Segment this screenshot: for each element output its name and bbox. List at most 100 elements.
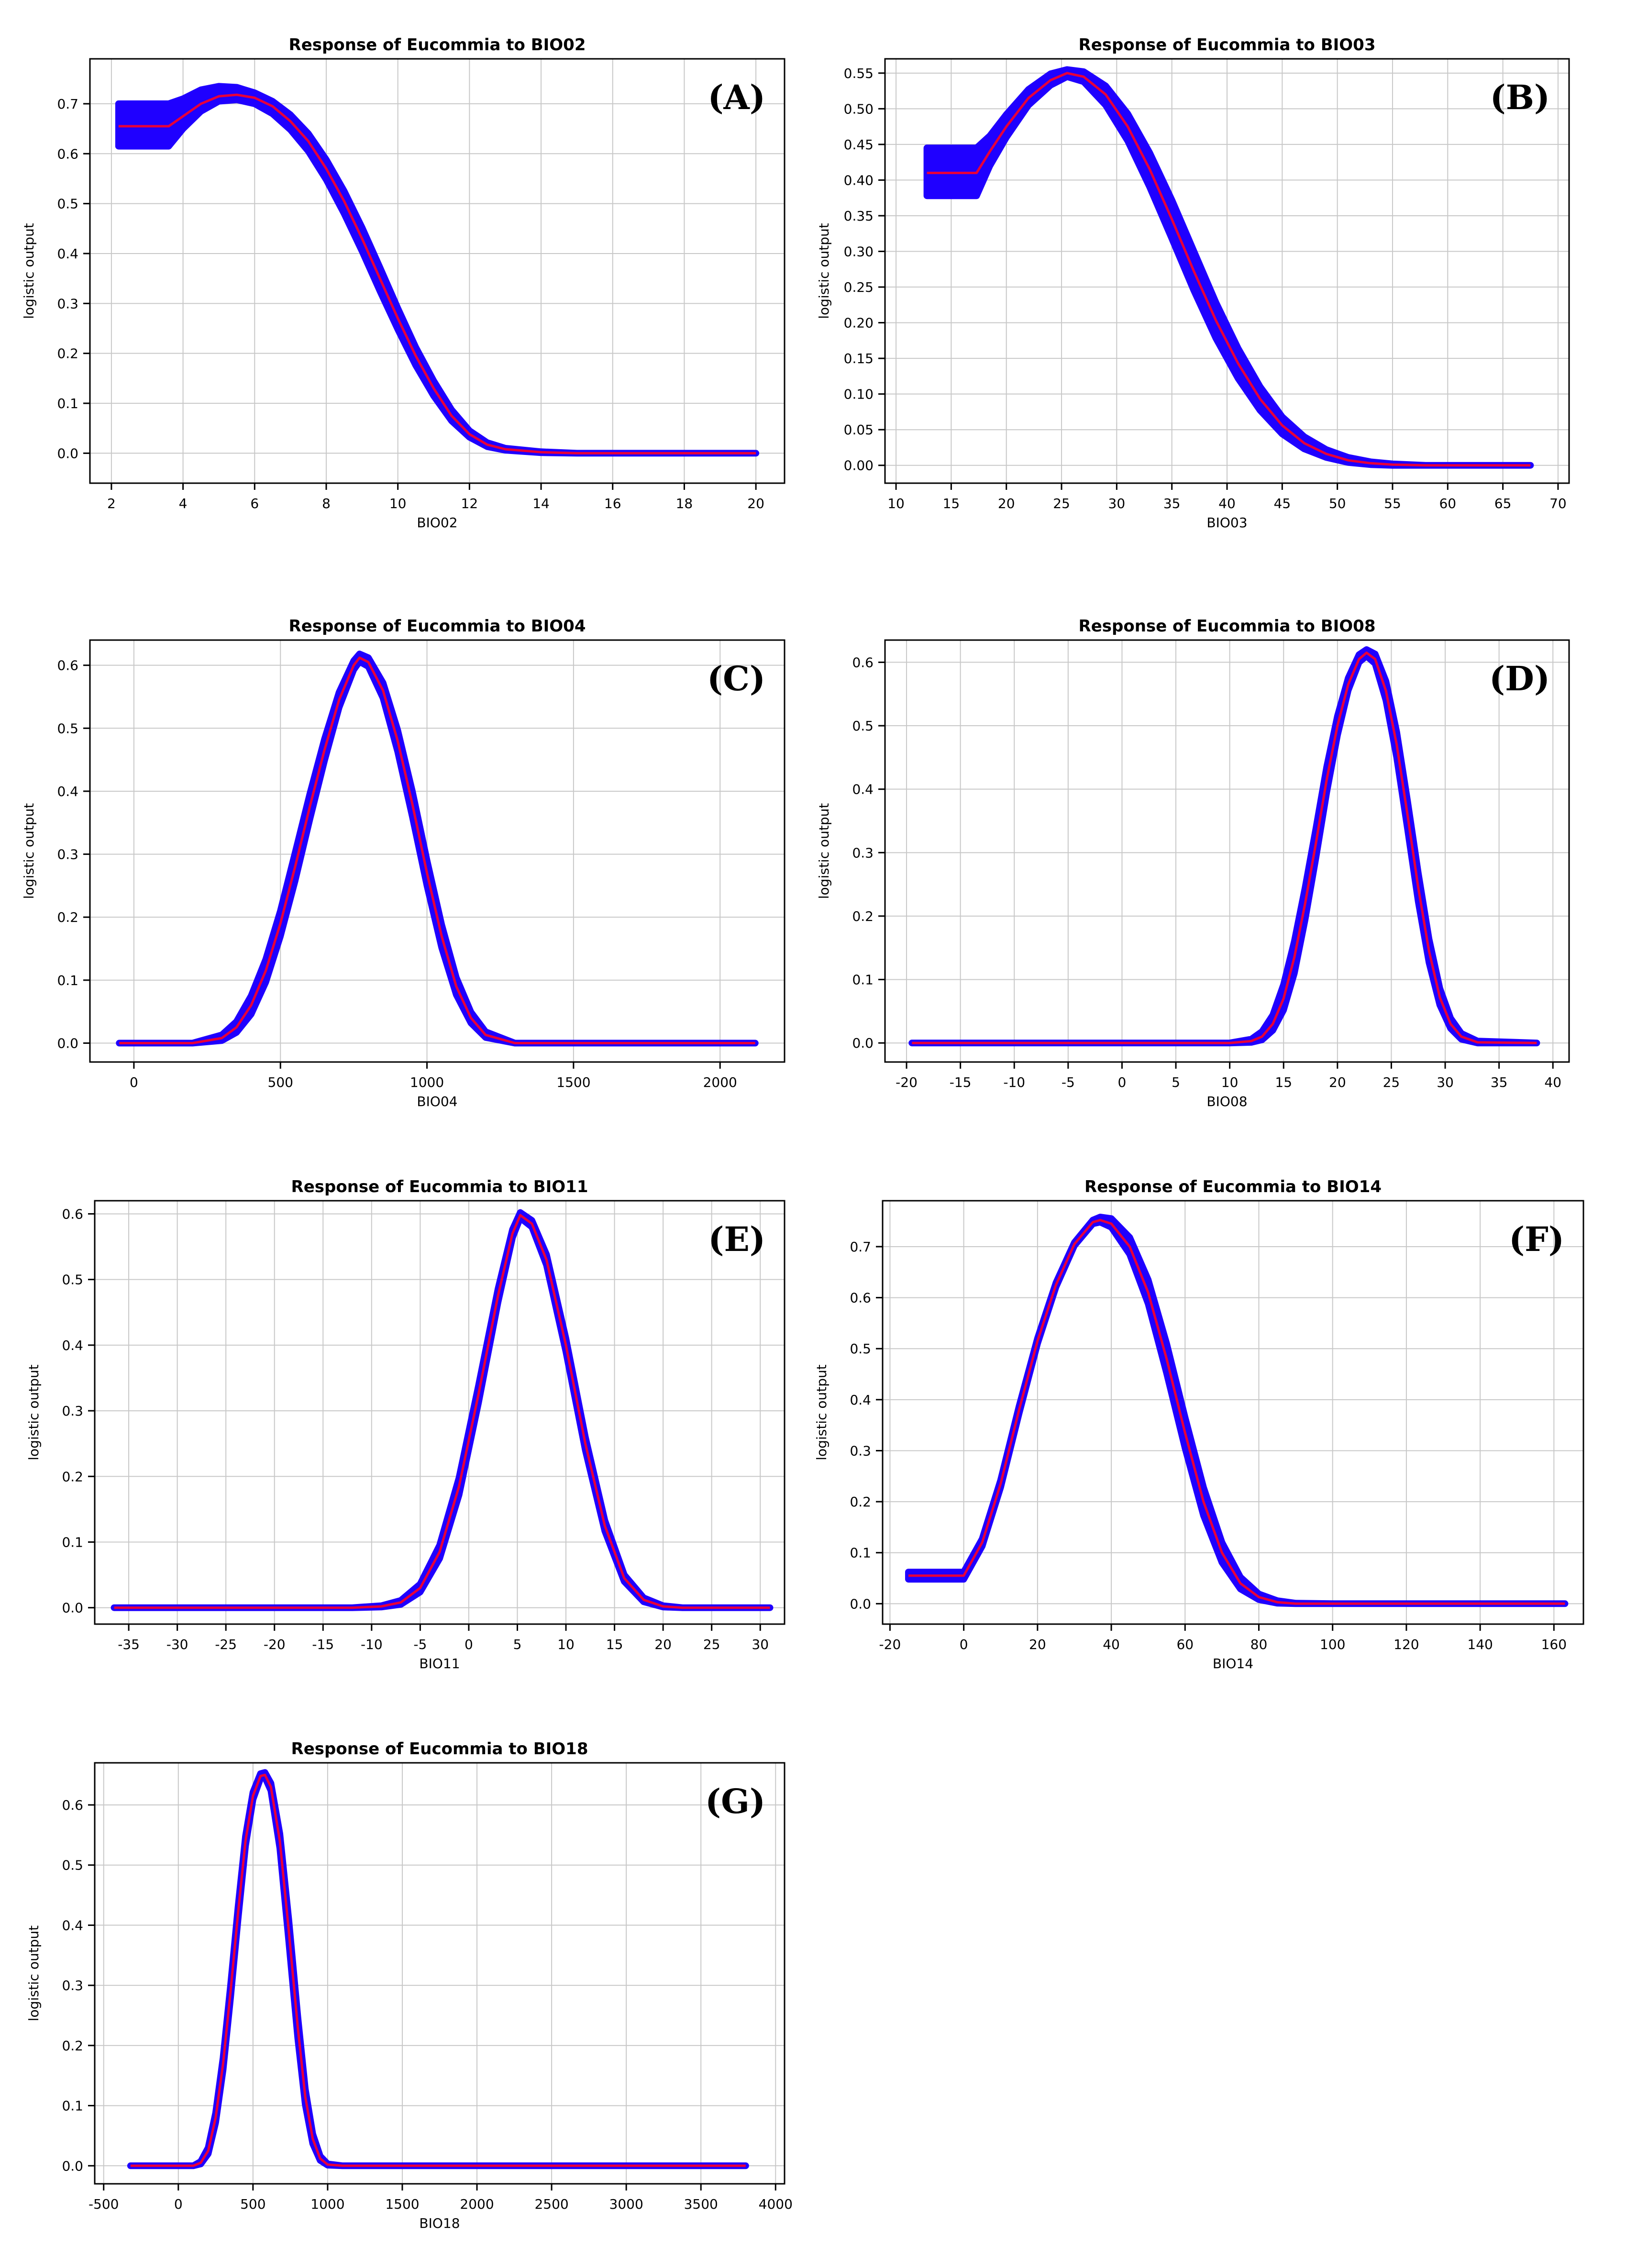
y-axis-label: logistic output (816, 803, 832, 899)
x-tick-label: -500 (88, 2196, 119, 2212)
x-tick-label: 60 (1439, 496, 1456, 511)
y-tick-label: 0.4 (62, 1338, 83, 1353)
x-tick-label: 25 (1383, 1074, 1400, 1090)
plot-frame (94, 1200, 785, 1625)
x-tick-label: 14 (532, 496, 550, 511)
y-tick-label: 0.40 (844, 172, 874, 188)
chart-title: Response of Eucommia to BIO18 (291, 1739, 588, 1759)
y-tick-label: 0.6 (852, 654, 874, 670)
x-axis-label: BIO14 (1213, 1656, 1253, 1671)
x-tick-label: 2 (107, 496, 116, 511)
x-axis-label: BIO18 (419, 2215, 460, 2231)
mean-response-line (130, 1773, 746, 2167)
x-tick-label: 3000 (609, 2196, 643, 2212)
plot-frame (94, 1762, 785, 2185)
x-tick-label: 2000 (703, 1074, 737, 1090)
y-tick-label: 0.5 (57, 720, 78, 736)
y-tick-label: 0.5 (62, 1272, 83, 1288)
x-tick-label: 20 (998, 496, 1015, 511)
y-axis-label: logistic output (814, 1364, 830, 1460)
y-tick-label: 0.30 (844, 244, 874, 260)
y-axis-label: logistic output (26, 1925, 42, 2021)
x-tick-label: 0 (465, 1637, 473, 1652)
chart-title: Response of Eucommia to BIO11 (291, 1177, 588, 1196)
y-tick-label: 0.3 (852, 845, 874, 861)
chart-panel-g: -500 0 500 1000 1500 2000 2500 3000 3500 4000 0.0 0… (26, 1739, 793, 2231)
confidence-band (127, 1769, 749, 2169)
x-tick-label: 0 (1118, 1074, 1127, 1090)
y-tick-label: 0.1 (57, 396, 78, 411)
y-tick-label: 0.0 (62, 1600, 83, 1616)
confidence-band (115, 83, 760, 457)
y-tick-label: 0.6 (62, 1206, 83, 1222)
x-tick-label: 10 (887, 496, 905, 511)
y-tick-label: 0.6 (57, 658, 78, 674)
y-tick-label: 0.2 (57, 909, 78, 925)
confidence-band (908, 646, 1540, 1047)
plot-frame (884, 639, 1570, 1063)
y-tick-label: 0.6 (57, 146, 78, 162)
y-tick-label: 0.2 (852, 908, 874, 924)
x-tick-label: -30 (166, 1637, 188, 1652)
x-axis-label: BIO04 (417, 1094, 457, 1109)
y-tick-label: 0.1 (852, 972, 874, 988)
x-tick-label: 140 (1467, 1637, 1493, 1652)
x-tick-label: 0 (130, 1074, 138, 1090)
y-tick-label: 0.0 (57, 1036, 78, 1051)
y-tick-label: 0.7 (850, 1239, 871, 1255)
y-tick-label: 0.1 (62, 1534, 83, 1550)
panel-label: (C) (707, 659, 765, 698)
x-tick-label: 4000 (759, 2196, 793, 2212)
y-axis-label: logistic output (26, 1364, 42, 1460)
y-tick-label: 0.5 (57, 196, 78, 212)
x-tick-label: -5 (1062, 1074, 1075, 1090)
y-tick-label: 0.0 (850, 1596, 871, 1612)
x-tick-label: 2000 (460, 2196, 494, 2212)
x-tick-label: 0 (174, 2196, 183, 2212)
chart-title: Response of Eucommia to BIO02 (289, 35, 586, 55)
mean-response-line (114, 1214, 770, 1609)
y-tick-label: 0.3 (62, 1978, 83, 1993)
x-tick-label: -10 (1003, 1074, 1025, 1090)
x-tick-label: 20 (747, 496, 764, 511)
y-tick-label: 0.3 (57, 296, 78, 311)
x-tick-label: 1500 (556, 1074, 590, 1090)
panel-label: (G) (705, 1781, 765, 1821)
mean-response-line (118, 93, 756, 454)
chart-panel-e: -35 -30 -25 -20 -15 -10 -5 0 5 10 15 20 25 30 0.0 0.1 0.… (26, 1177, 785, 1671)
x-axis-label: BIO08 (1206, 1094, 1247, 1109)
y-tick-label: 0.1 (57, 973, 78, 988)
y-tick-label: 0.2 (57, 346, 78, 362)
y-tick-label: 0.6 (850, 1290, 871, 1306)
x-tick-label: 50 (1329, 496, 1346, 511)
panel-label: (E) (708, 1219, 765, 1259)
x-tick-label: 25 (1053, 496, 1070, 511)
chart-panel-a: 2 4 6 8 10 12 14 16 18 20 0.0 0.1 0.2 0.3 0.4 0.5 0.6 0.7… (21, 35, 785, 531)
chart-panel-b: 10 15 20 25 30 35 40 45 50 55 60 65 70 0.00 0.05 0.10 0.… (816, 35, 1570, 531)
chart-title: Response of Eucommia to BIO08 (1079, 617, 1376, 636)
x-tick-label: 5 (513, 1637, 522, 1652)
y-tick-label: 0.55 (844, 66, 874, 81)
y-tick-label: 0.5 (850, 1341, 871, 1357)
x-tick-label: 15 (606, 1637, 623, 1652)
chart-panel-d: -20 -15 -10 -5 0 5 10 15 20 25 30 35 40 0.0 0.1 0.2 0.3 0… (816, 617, 1570, 1109)
x-tick-label: 70 (1549, 496, 1567, 511)
x-tick-label: 30 (1437, 1074, 1454, 1090)
x-tick-label: 500 (268, 1074, 293, 1090)
x-tick-label: 40 (1544, 1074, 1561, 1090)
plot-frame (89, 58, 785, 484)
y-tick-label: 0.4 (57, 784, 78, 799)
x-tick-label: -20 (264, 1637, 286, 1652)
mean-response-line (912, 652, 1537, 1044)
y-tick-label: 0.3 (62, 1403, 83, 1419)
y-tick-label: 0.0 (57, 445, 78, 461)
y-tick-label: 0.4 (57, 246, 78, 262)
x-tick-label: 12 (461, 496, 478, 511)
x-tick-label: 8 (322, 496, 331, 511)
chart-title: Response of Eucommia to BIO04 (289, 617, 586, 636)
x-tick-label: 1000 (410, 1074, 444, 1090)
x-tick-label: 40 (1103, 1637, 1120, 1652)
x-tick-label: 2500 (534, 2196, 568, 2212)
x-tick-label: 5 (1172, 1074, 1180, 1090)
plot-frame (882, 1200, 1584, 1625)
